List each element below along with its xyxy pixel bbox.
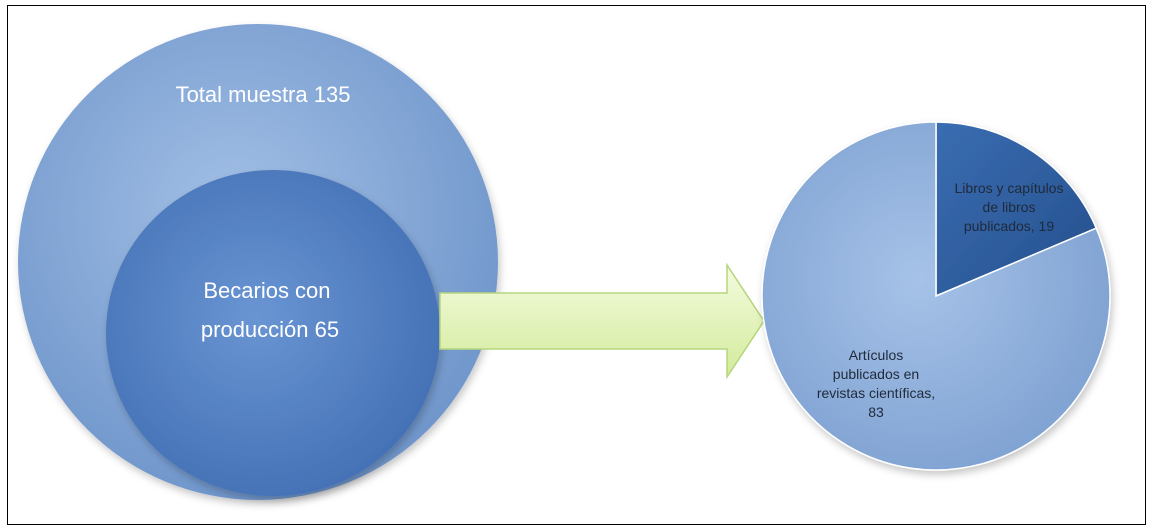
right-arrow xyxy=(439,262,765,380)
outer-circle-label: Total muestra 135 xyxy=(176,82,351,107)
pie-labels: Libros y capítulos de libros publicados, 1… xyxy=(817,180,1064,420)
pie-chart xyxy=(761,121,1111,471)
inner-circle-label: Becarios con producción 65 xyxy=(201,278,339,342)
pie-slice-articulos xyxy=(761,121,1111,471)
figure-frame xyxy=(7,5,1146,525)
inner-circle xyxy=(106,170,440,496)
pie-label-libros: Libros y capítulos de libros publicados, 1… xyxy=(955,180,1064,234)
pie-label-articulos: Artículos publicados en revistas científic… xyxy=(817,347,935,420)
pie-slice-libros xyxy=(935,121,1098,298)
